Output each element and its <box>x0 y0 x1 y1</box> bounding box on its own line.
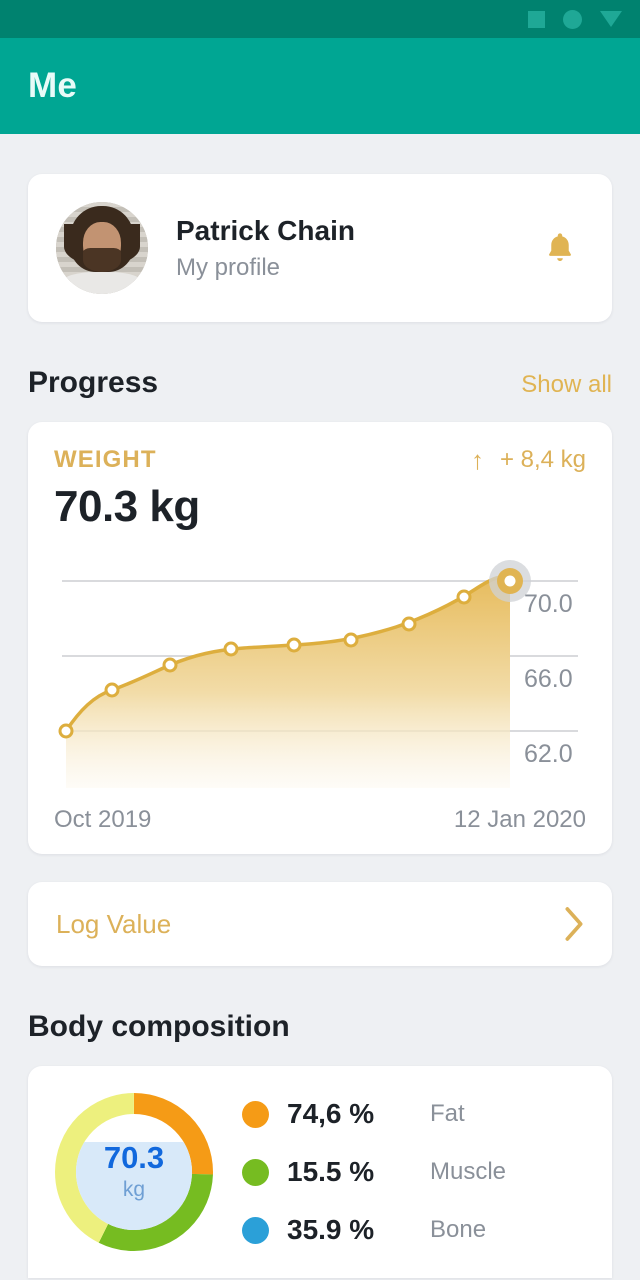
avatar-beard <box>82 248 122 272</box>
weight-delta-value: + 8,4 kg <box>499 446 586 473</box>
weight-chart-svg: 70.0 66.0 62.0 <box>58 560 578 788</box>
weight-card-header: WEIGHT ↑ + 8,4 kg <box>54 446 586 474</box>
svg-text:66.0: 66.0 <box>524 665 573 693</box>
weight-delta: ↑ + 8,4 kg <box>471 446 586 474</box>
chevron-right-icon <box>565 907 583 941</box>
profile-text: Patrick Chain My profile <box>176 214 536 282</box>
profile-subtitle: My profile <box>176 253 281 281</box>
bell-icon <box>549 233 571 262</box>
body-composition-donut: 70.3 kg <box>54 1092 214 1252</box>
triangle-down-icon <box>600 11 622 27</box>
legend-dot-bone <box>242 1216 269 1244</box>
donut-center-unit: kg <box>122 1178 146 1201</box>
weight-card[interactable]: WEIGHT ↑ + 8,4 kg 70.3 kg <box>28 422 612 854</box>
status-bar-icons <box>528 9 622 29</box>
legend-item-muscle[interactable]: 15.5 % Muscle <box>242 1156 586 1188</box>
legend-label-muscle: Muscle <box>430 1158 507 1185</box>
scroll-content: Patrick Chain My profile Progress Show a… <box>0 174 640 1278</box>
donut-center: 70.3 kg <box>76 1114 192 1230</box>
chart-start-date: Oct 2019 <box>54 806 152 833</box>
chart-y-axis-labels: 70.0 66.0 62.0 <box>524 590 573 768</box>
donut-segments <box>55 1093 213 1251</box>
svg-text:62.0: 62.0 <box>524 740 573 768</box>
legend-item-fat[interactable]: 74,6 % Fat <box>242 1098 586 1130</box>
show-all-link[interactable]: Show all <box>521 371 612 398</box>
status-bar <box>0 0 640 38</box>
donut-chart-svg <box>55 1093 213 1251</box>
body-composition-heading: Body composition <box>28 1010 290 1043</box>
donut-segment-muscle <box>55 1093 213 1251</box>
weight-label: WEIGHT <box>54 446 157 473</box>
square-icon <box>528 10 545 28</box>
avatar <box>56 202 148 294</box>
donut-center-value: 70.3 <box>103 1140 165 1175</box>
donut-segment-other <box>55 1093 213 1251</box>
body-composition-card[interactable]: 70.3 kg 74,6 % Fat 15.5 % Muscle 35.9 <box>28 1066 612 1278</box>
weight-chart[interactable]: 70.0 66.0 62.0 <box>54 550 586 788</box>
avatar-shirt <box>63 271 141 294</box>
svg-text:70.0: 70.0 <box>524 590 573 618</box>
legend-item-bone[interactable]: 35.9 % Bone <box>242 1214 586 1246</box>
chart-series-area <box>64 575 512 788</box>
legend-dot-muscle <box>242 1158 269 1186</box>
chart-data-points <box>58 589 472 739</box>
legend-value-bone: 35.9 % <box>287 1214 375 1245</box>
notification-button[interactable] <box>536 224 584 272</box>
body-composition-legend: 74,6 % Fat 15.5 % Muscle 35.9 % Bone <box>242 1098 586 1246</box>
log-value-label: Log Value <box>56 908 172 939</box>
arrow-up-icon: ↑ <box>470 445 484 475</box>
chart-end-date: 12 Jan 2020 <box>453 806 586 833</box>
legend-label-fat: Fat <box>430 1100 465 1127</box>
legend-label-bone: Bone <box>430 1216 487 1243</box>
legend-value-fat: 74,6 % <box>287 1098 375 1129</box>
body-composition-section-header: Body composition <box>28 1010 612 1044</box>
chart-x-axis-labels: Oct 2019 12 Jan 2020 <box>54 806 586 834</box>
log-value-row[interactable]: Log Value <box>28 882 612 966</box>
chart-highlight-point[interactable] <box>489 560 531 602</box>
legend-value-muscle: 15.5 % <box>287 1156 375 1187</box>
app-bar: Me <box>0 38 640 134</box>
page-title: Me <box>28 66 78 105</box>
legend-dot-fat <box>242 1100 269 1128</box>
progress-heading: Progress <box>28 366 159 399</box>
weight-value: 70.3 kg <box>54 482 200 531</box>
progress-section-header: Progress Show all <box>28 366 612 400</box>
circle-icon <box>563 9 582 29</box>
profile-card[interactable]: Patrick Chain My profile <box>28 174 612 322</box>
profile-name: Patrick Chain <box>176 215 355 247</box>
donut-water-level <box>76 1141 192 1230</box>
